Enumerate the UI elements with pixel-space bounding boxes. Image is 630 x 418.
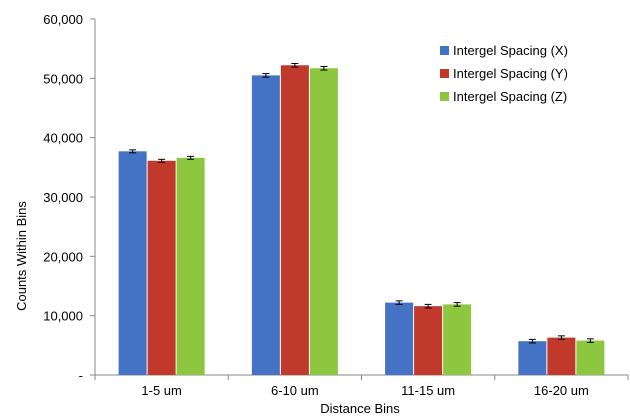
x-axis: 1-5 um 6-10 um 11-15 um 16-20 um	[94, 374, 629, 398]
x-tick-label: 1-5 um	[141, 383, 181, 398]
y-tick-label: -	[79, 368, 83, 383]
y-tick-label: 10,000	[43, 309, 83, 324]
bar	[518, 341, 547, 375]
y-axis: - 10,000 20,000 30,000 40,000 50,000 60,000	[43, 12, 96, 383]
legend-label: Intergel Spacing (Z)	[453, 89, 567, 104]
y-tick-label: 40,000	[43, 131, 83, 146]
bars	[118, 63, 605, 375]
y-tick-label: 20,000	[43, 249, 83, 264]
bar	[280, 65, 309, 375]
y-tick-label: 60,000	[43, 12, 83, 27]
legend-label: Intergel Spacing (X)	[453, 43, 568, 58]
legend-swatch	[440, 46, 449, 55]
x-tick-label: 6-10 um	[271, 383, 319, 398]
bar	[576, 340, 605, 375]
bar	[251, 75, 280, 375]
bar	[118, 151, 147, 375]
legend: Intergel Spacing (X) Intergel Spacing (Y)…	[440, 43, 568, 104]
bar	[414, 306, 443, 375]
bar	[443, 304, 472, 375]
legend-swatch	[440, 92, 449, 101]
bar	[309, 68, 338, 375]
y-axis-label: Counts Within Bins	[14, 201, 29, 311]
y-tick-label: 30,000	[43, 190, 83, 205]
x-tick-label: 11-15 um	[401, 383, 455, 398]
bar	[547, 337, 576, 375]
x-tick-label: 16-20 um	[534, 383, 589, 398]
bar	[176, 157, 205, 375]
bar	[147, 160, 176, 375]
bar	[385, 302, 414, 375]
legend-label: Intergel Spacing (Y)	[453, 66, 568, 81]
y-tick-label: 50,000	[43, 71, 83, 86]
x-axis-label: Distance Bins	[320, 401, 400, 416]
legend-swatch	[440, 69, 449, 78]
